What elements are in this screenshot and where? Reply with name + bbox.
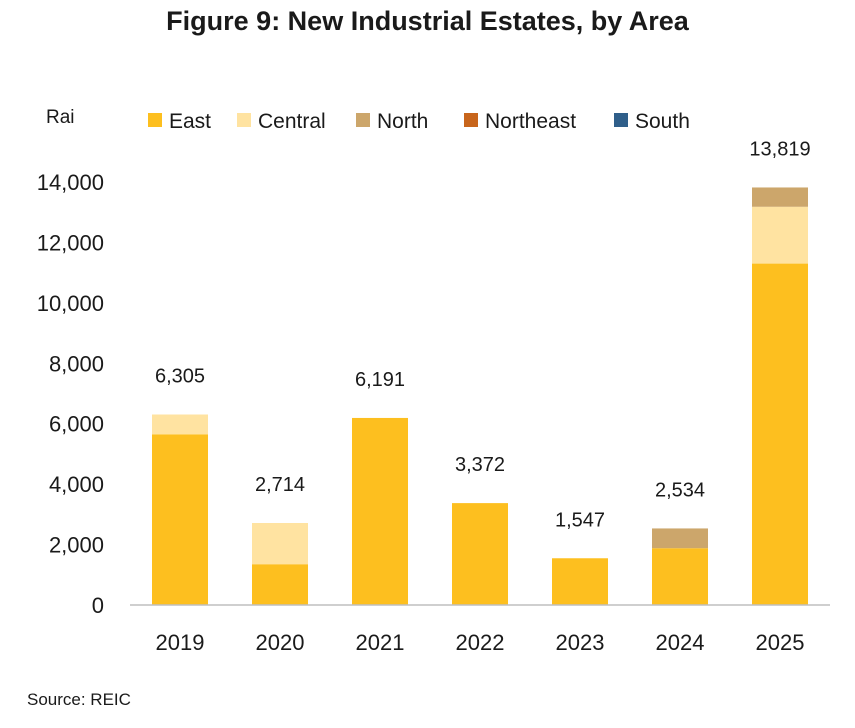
y-tick-label: 2,000 bbox=[49, 533, 104, 558]
legend-swatch-north bbox=[356, 113, 370, 127]
legend-label-central: Central bbox=[258, 110, 326, 133]
total-label-2020: 2,714 bbox=[255, 474, 305, 496]
bar-segment-east-2020 bbox=[252, 564, 308, 605]
source-note: Source: REIC bbox=[27, 690, 131, 709]
total-label-2024: 2,534 bbox=[655, 479, 705, 501]
legend-swatch-northeast bbox=[464, 113, 478, 127]
legend-label-northeast: Northeast bbox=[485, 110, 576, 133]
x-tick-label: 2019 bbox=[156, 630, 205, 655]
total-labels: 6,305 2,714 6,191 3,372 1,547 2,534 13,819 bbox=[155, 138, 811, 531]
total-label-2019: 6,305 bbox=[155, 365, 205, 387]
total-label-2023: 1,547 bbox=[555, 509, 605, 531]
total-label-2025: 13,819 bbox=[749, 138, 810, 160]
legend: East Central North Northeast South bbox=[148, 110, 690, 133]
legend-swatch-east bbox=[148, 113, 162, 127]
bar-segment-north-2024 bbox=[652, 528, 708, 549]
y-tick-label: 12,000 bbox=[37, 230, 104, 255]
bar-segment-east-2019 bbox=[152, 434, 208, 605]
bar-segment-central-2020 bbox=[252, 522, 308, 565]
y-tick-label: 14,000 bbox=[37, 170, 104, 195]
bar-segment-east-2021 bbox=[352, 417, 408, 605]
x-tick-label: 2024 bbox=[656, 630, 705, 655]
bar-segment-east-2024 bbox=[652, 548, 708, 605]
legend-label-east: East bbox=[169, 110, 211, 133]
y-tick-label: 4,000 bbox=[49, 472, 104, 497]
bar-segment-east-2022 bbox=[452, 503, 508, 605]
legend-swatch-central bbox=[237, 113, 251, 127]
legend-label-south: South bbox=[635, 110, 690, 133]
bar-segment-east-2023 bbox=[552, 558, 608, 605]
y-tick-label: 10,000 bbox=[37, 291, 104, 316]
total-label-2021: 6,191 bbox=[355, 369, 405, 391]
legend-swatch-south bbox=[614, 113, 628, 127]
x-axis: 2019 2020 2021 2022 2023 2024 2025 bbox=[156, 630, 805, 655]
x-tick-label: 2021 bbox=[356, 630, 405, 655]
x-tick-label: 2022 bbox=[456, 630, 505, 655]
y-axis: 0 2,000 4,000 6,000 8,000 10,000 12,000 14,000 bbox=[37, 170, 104, 618]
chart-title: Figure 9: New Industrial Estates, by Are… bbox=[166, 6, 689, 36]
x-tick-label: 2025 bbox=[756, 630, 805, 655]
bar-segment-central-2019 bbox=[152, 414, 208, 435]
y-tick-label: 6,000 bbox=[49, 412, 104, 437]
bar-segment-central-2025 bbox=[752, 206, 808, 264]
x-tick-label: 2020 bbox=[256, 630, 305, 655]
y-axis-unit-label: Rai bbox=[46, 107, 75, 128]
x-tick-label: 2023 bbox=[556, 630, 605, 655]
y-tick-label: 0 bbox=[92, 593, 104, 618]
bar-segment-north-2025 bbox=[752, 187, 808, 207]
bars bbox=[152, 187, 808, 605]
legend-label-north: North bbox=[377, 110, 428, 133]
total-label-2022: 3,372 bbox=[455, 454, 505, 476]
bar-segment-east-2025 bbox=[752, 263, 808, 605]
y-tick-label: 8,000 bbox=[49, 351, 104, 376]
